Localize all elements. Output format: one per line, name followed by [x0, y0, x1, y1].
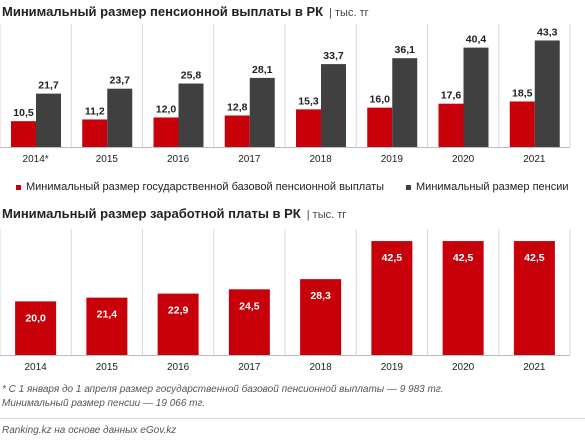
bar-base-pension	[224, 115, 250, 147]
data-label: 28,1	[252, 64, 273, 76]
data-label: 15,3	[298, 95, 319, 107]
x-tick-label: 2018	[310, 154, 333, 165]
top-chart-legend: Минимальный размер государственной базов…	[16, 181, 585, 193]
x-tick-label: 2014	[25, 362, 48, 373]
x-tick-label: 2021	[523, 154, 546, 165]
data-label: 23,7	[110, 75, 131, 87]
source-credit: Ranking.kz на основе данных eGov.kz	[2, 425, 177, 436]
bar-min-wage	[157, 293, 199, 355]
data-label: 40,4	[466, 34, 487, 46]
bar-min-wage	[300, 279, 342, 355]
x-tick-label: 2019	[381, 362, 404, 373]
data-label: 22,9	[168, 305, 189, 317]
x-tick-label: 2015	[96, 362, 119, 373]
bar-min-wage	[15, 301, 57, 355]
pension-bar-chart: 10,5 21,7 2014* 11,2 23,7 2015 12,0 25,8 2016 12,…	[0, 24, 571, 165]
legend-swatch-red	[16, 184, 21, 190]
x-tick-label: 2019	[381, 154, 404, 165]
top-chart-title: Минимальный размер пенсионной выплаты в …	[2, 4, 369, 19]
bar-min-pension	[321, 64, 346, 147]
legend-label-min-pension: Минимальный размер пенсии	[416, 181, 569, 193]
data-label: 24,5	[239, 300, 260, 312]
data-label: 10,5	[13, 107, 34, 119]
bar-base-pension	[153, 117, 179, 147]
data-label: 18,5	[512, 87, 533, 99]
footnote-line-2: Минимальный размер пенсии — 19 066 тг.	[2, 398, 206, 409]
data-label: 25,8	[181, 70, 202, 82]
data-label: 42,5	[524, 252, 545, 264]
data-label: 43,3	[537, 26, 558, 38]
bar-min-wage	[371, 241, 413, 355]
data-label: 12,0	[156, 103, 177, 115]
x-tick-label: 2014*	[23, 154, 49, 165]
bar-base-pension	[367, 107, 393, 147]
source-divider	[0, 418, 585, 419]
bar-min-wage	[442, 241, 484, 355]
x-tick-label: 2021	[523, 362, 546, 373]
data-label: 28,3	[310, 290, 331, 302]
x-tick-label: 2016	[167, 154, 190, 165]
x-tick-label: 2015	[96, 154, 119, 165]
top-chart-unit: | тыс. тг	[329, 7, 369, 19]
bar-min-pension	[534, 40, 560, 148]
x-tick-label: 2017	[238, 154, 261, 165]
legend-item-min-pension: Минимальный размер пенсии	[406, 181, 569, 193]
data-label: 36,1	[395, 44, 416, 56]
legend-swatch-dark	[406, 184, 412, 190]
x-tick-label: 2017	[238, 362, 261, 373]
bottom-chart-unit: | тыс. тг	[306, 209, 347, 221]
data-label: 42,5	[382, 252, 403, 264]
bar-base-pension	[82, 119, 108, 147]
x-tick-label: 2016	[167, 362, 190, 373]
data-label: 17,6	[441, 90, 462, 102]
x-tick-label: 2020	[452, 154, 475, 165]
bar-min-wage	[86, 297, 128, 355]
x-tick-label: 2018	[310, 362, 333, 373]
bottom-chart-title-text: Минимальный размер заработной платы в РК	[2, 206, 301, 221]
data-label: 11,2	[85, 105, 105, 117]
data-label: 16,0	[370, 94, 391, 106]
bar-base-pension	[11, 121, 36, 147]
bar-min-pension	[249, 77, 275, 147]
data-label: 21,4	[97, 309, 118, 321]
bar-base-pension	[438, 103, 464, 147]
data-label: 12,8	[227, 102, 248, 114]
bar-base-pension	[296, 109, 321, 147]
bar-base-pension	[509, 101, 535, 147]
data-label: 21,7	[38, 80, 59, 92]
bar-min-pension	[36, 93, 61, 147]
bottom-chart-title: Минимальный размер заработной платы в РК…	[2, 206, 346, 221]
data-label: 33,7	[323, 50, 344, 62]
bar-min-pension	[178, 83, 204, 147]
bar-min-pension	[392, 58, 418, 147]
wage-bar-chart: 20,0 2014 21,4 2015 22,9 2016 24,5 2017 28,3 2018…	[0, 229, 571, 373]
bar-min-pension	[463, 47, 489, 148]
legend-item-base-pension: Минимальный размер государственной базов…	[16, 181, 384, 193]
x-tick-label: 2020	[452, 362, 475, 373]
bar-min-wage	[513, 241, 555, 355]
data-label: 20,0	[25, 312, 46, 324]
footnote-line-1: * С 1 января до 1 апреля размер государс…	[2, 384, 444, 395]
top-chart-title-text: Минимальный размер пенсионной выплаты в …	[2, 4, 324, 19]
bar-min-pension	[107, 88, 133, 147]
bar-min-wage	[228, 289, 270, 355]
legend-label-base-pension: Минимальный размер государственной базов…	[26, 181, 385, 193]
data-label: 42,5	[453, 252, 474, 264]
